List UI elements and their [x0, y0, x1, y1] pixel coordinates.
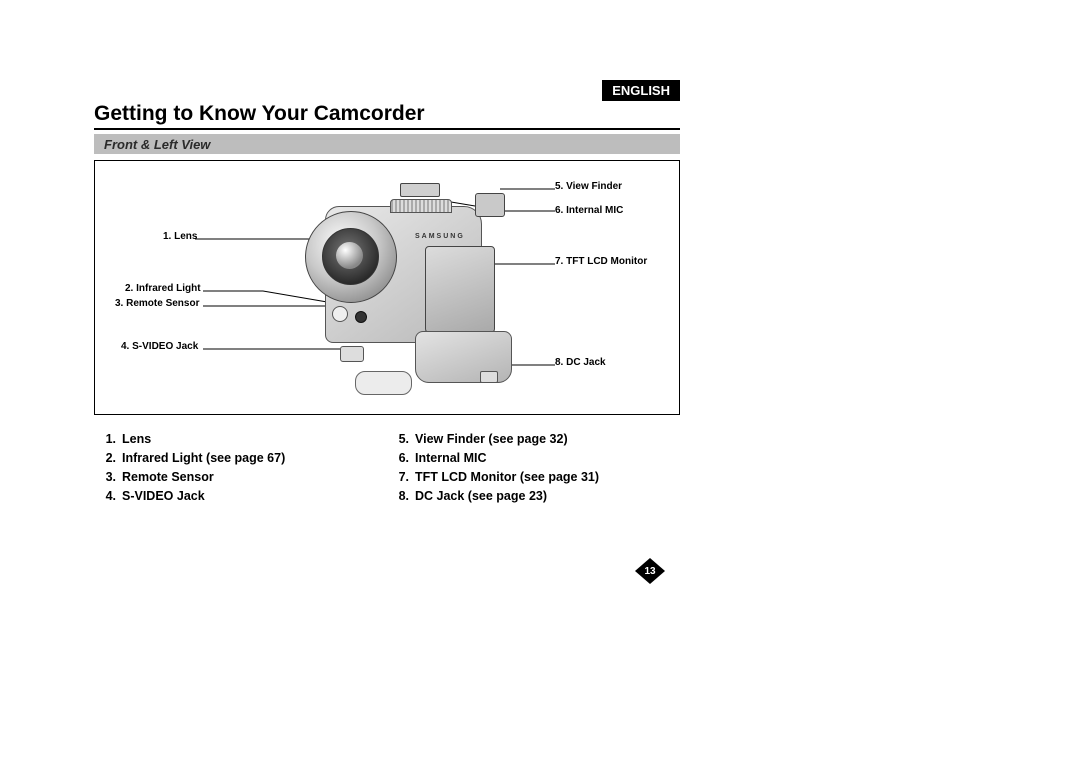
legend-row: 5.View Finder (see page 32) [387, 432, 680, 446]
legend-num: 4. [94, 489, 122, 503]
legend-row: 8.DC Jack (see page 23) [387, 489, 680, 503]
legend-col-left: 1.Lens 2.Infrared Light (see page 67) 3.… [94, 432, 387, 508]
cam-dc-jack [480, 371, 498, 383]
legend-num: 3. [94, 470, 122, 484]
cam-shoe [400, 183, 440, 197]
callout-ir: 2. Infrared Light [125, 283, 201, 294]
legend-text: Infrared Light (see page 67) [122, 451, 285, 465]
callout-dc: 8. DC Jack [555, 357, 606, 368]
callout-lcd: 7. TFT LCD Monitor [555, 256, 647, 267]
cam-ir [332, 306, 348, 322]
callout-lens: 1. Lens [163, 231, 197, 242]
legend-text: View Finder (see page 32) [415, 432, 568, 446]
cam-foot [355, 371, 412, 395]
cam-lens-glass [336, 242, 363, 269]
callout-vf: 5. View Finder [555, 181, 622, 192]
callout-mic: 6. Internal MIC [555, 205, 623, 216]
legend-row: 4.S-VIDEO Jack [94, 489, 387, 503]
legend-col-right: 5.View Finder (see page 32) 6.Internal M… [387, 432, 680, 508]
legend-num: 2. [94, 451, 122, 465]
legend: 1.Lens 2.Infrared Light (see page 67) 3.… [94, 432, 680, 508]
cam-svideo-jack [340, 346, 364, 362]
legend-text: Internal MIC [415, 451, 487, 465]
page-number: 13 [635, 558, 665, 584]
legend-num: 8. [387, 489, 415, 503]
cam-viewfinder [475, 193, 505, 217]
title-rule [94, 128, 680, 130]
diagram-box: 1. Lens 2. Infrared Light 3. Remote Sens… [94, 160, 680, 415]
legend-num: 5. [387, 432, 415, 446]
cam-lcd [425, 246, 495, 333]
legend-text: Lens [122, 432, 151, 446]
callout-sensor: 3. Remote Sensor [115, 298, 199, 309]
cam-brand: SAMSUNG [415, 233, 465, 240]
subtitle-bar: Front & Left View [94, 134, 680, 154]
legend-text: DC Jack (see page 23) [415, 489, 547, 503]
legend-row: 6.Internal MIC [387, 451, 680, 465]
legend-text: S-VIDEO Jack [122, 489, 205, 503]
page-title: Getting to Know Your Camcorder [94, 102, 425, 126]
legend-row: 2.Infrared Light (see page 67) [94, 451, 387, 465]
cam-sensor [355, 311, 367, 323]
page-number-text: 13 [644, 566, 655, 577]
legend-num: 1. [94, 432, 122, 446]
legend-num: 6. [387, 451, 415, 465]
camcorder-illustration: SAMSUNG [270, 171, 510, 401]
callout-svideo: 4. S-VIDEO Jack [121, 341, 198, 352]
legend-text: TFT LCD Monitor (see page 31) [415, 470, 599, 484]
manual-page: ENGLISH Getting to Know Your Camcorder F… [0, 0, 1080, 763]
cam-mic [390, 199, 452, 213]
legend-num: 7. [387, 470, 415, 484]
legend-row: 1.Lens [94, 432, 387, 446]
subtitle-text: Front & Left View [94, 137, 210, 152]
legend-row: 7.TFT LCD Monitor (see page 31) [387, 470, 680, 484]
legend-text: Remote Sensor [122, 470, 214, 484]
language-badge: ENGLISH [602, 80, 680, 101]
legend-row: 3.Remote Sensor [94, 470, 387, 484]
